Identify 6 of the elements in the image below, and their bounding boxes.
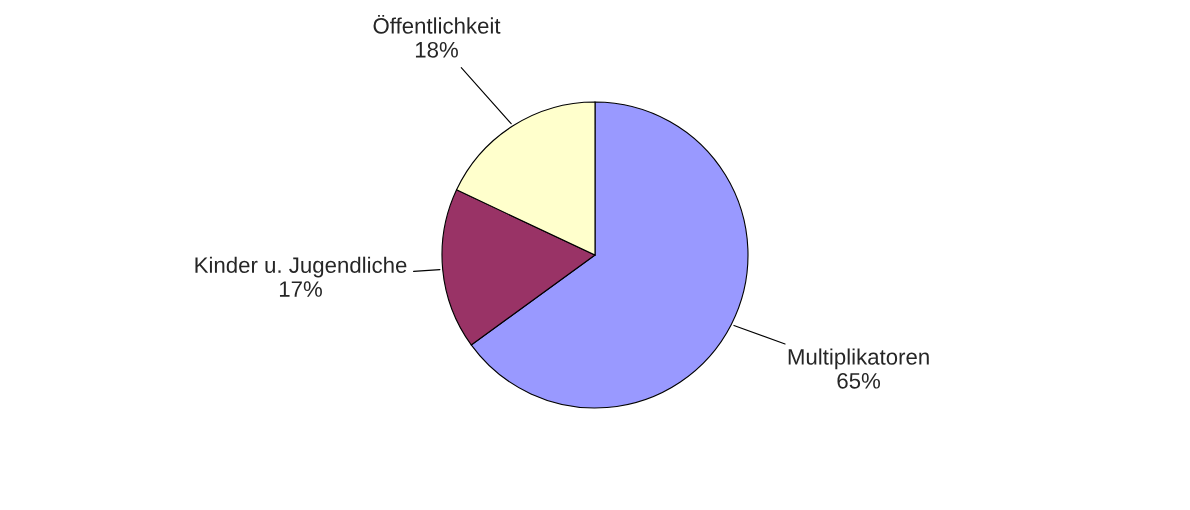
data-label: 18% [415, 41, 458, 58]
slice-label: Multiplikatoren [788, 348, 929, 370]
slice-label: Kinder u. Jugendliche [195, 256, 407, 278]
data-label: 65% [837, 372, 881, 389]
data-label: 17% [279, 281, 322, 297]
slice-label: Öffentlichkeit [373, 14, 501, 34]
